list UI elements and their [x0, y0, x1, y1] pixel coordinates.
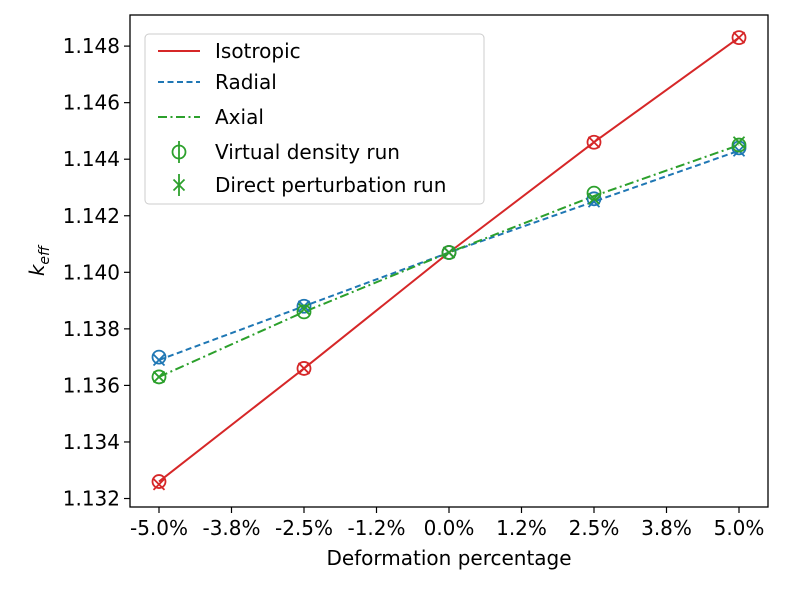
x-marker-stroke — [152, 353, 166, 367]
y-axis-label-main: k — [25, 263, 49, 276]
direct-perturbation-marker — [587, 136, 601, 149]
marker-layer — [151, 30, 747, 491]
y-axis-label: keff — [25, 244, 53, 276]
y-axis-label-sub: eff — [37, 244, 53, 265]
x-marker-stroke — [297, 362, 311, 375]
x-tick-label: 0.0% — [424, 516, 475, 540]
x-tick-label: 1.2% — [496, 516, 547, 540]
virtual-density-marker — [151, 474, 167, 489]
legend-label: Radial — [215, 70, 277, 94]
x-marker-stroke — [297, 302, 311, 316]
virtual-density-marker — [731, 137, 747, 153]
direct-perturbation-marker — [442, 246, 456, 259]
direct-perturbation-marker — [732, 136, 746, 149]
y-tick-label: 1.146 — [63, 91, 120, 115]
virtual-density-marker — [731, 30, 747, 46]
virtual-density-marker — [296, 361, 312, 376]
x-marker-stroke — [152, 478, 166, 491]
y-tick-label: 1.136 — [63, 373, 120, 397]
x-marker-stroke — [152, 370, 166, 384]
direct-perturbation-marker — [152, 478, 166, 491]
x-tick-label: -5.0% — [130, 516, 188, 540]
legend: Isotropic Radial Axial Virtual density run D… — [144, 33, 485, 205]
y-tick-label: 1.142 — [63, 204, 120, 228]
legend-label: Isotropic — [215, 39, 301, 63]
virtual-density-marker — [296, 304, 312, 320]
virtual-density-marker — [586, 191, 602, 207]
y-tick-label: 1.132 — [63, 487, 120, 511]
direct-perturbation-marker — [587, 192, 601, 205]
y-tick-label: 1.134 — [63, 430, 120, 454]
x-tick-label: 5.0% — [714, 516, 765, 540]
virtual-density-marker — [296, 298, 312, 314]
y-tick-label: 1.144 — [63, 147, 120, 171]
virtual-density-marker — [151, 349, 167, 365]
x-tick-label: -3.8% — [202, 516, 260, 540]
legend-label: Axial — [215, 105, 264, 129]
y-tick-label: 1.138 — [63, 317, 120, 341]
direct-perturbation-marker — [152, 353, 166, 367]
x-marker-stroke — [442, 246, 456, 259]
direct-perturbation-marker — [152, 370, 166, 384]
x-tick-label: -2.5% — [275, 516, 333, 540]
virtual-density-marker — [441, 245, 457, 260]
x-marker-stroke — [587, 192, 601, 205]
direct-perturbation-marker — [297, 362, 311, 375]
y-tick-label: 1.140 — [63, 260, 120, 284]
legend-box — [144, 33, 485, 205]
virtual-density-marker — [586, 134, 602, 150]
x-marker-stroke — [587, 136, 601, 149]
x-tick-label: 3.8% — [641, 516, 692, 540]
series-line-axial — [158, 144, 740, 378]
virtual-density-marker — [151, 369, 167, 385]
x-tick-label: 2.5% — [569, 516, 620, 540]
legend-label: Direct perturbation run — [215, 173, 446, 197]
x-marker-stroke — [732, 31, 746, 44]
x-axis: -5.0% -3.8% -2.5% -1.2% 0.0% 1.2% 2.5% 3.8% 5.0% — [130, 507, 764, 540]
x-tick-label: -1.2% — [347, 516, 405, 540]
y-tick-label: 1.148 — [63, 34, 120, 58]
x-axis-label: Deformation percentage — [326, 546, 571, 570]
direct-perturbation-marker — [297, 302, 311, 316]
legend-label: Virtual density run — [215, 140, 400, 164]
y-axis: 1.132 1.134 1.136 1.138 1.140 1.142 1.144 1.146… — [63, 34, 130, 511]
x-marker-stroke — [732, 136, 746, 149]
direct-perturbation-marker — [732, 31, 746, 44]
